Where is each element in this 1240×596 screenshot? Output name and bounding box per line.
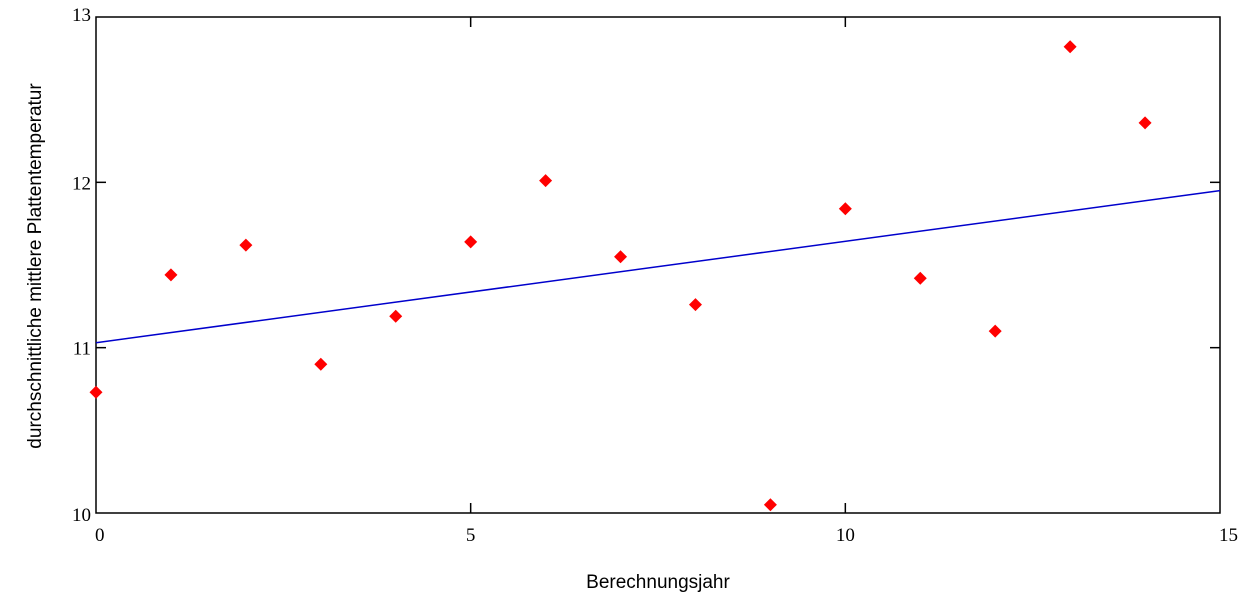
y-axis-title: durchschnittliche mittlere Plattentemper… <box>25 83 46 449</box>
data-point <box>1063 40 1077 54</box>
data-point <box>464 235 478 249</box>
data-point <box>89 385 103 399</box>
x-tick-label: 0 <box>95 525 105 546</box>
trend-line <box>95 189 1221 344</box>
data-point <box>838 202 852 216</box>
x-tick-label: 5 <box>466 525 476 546</box>
data-point <box>1138 116 1152 130</box>
y-tick-label: 11 <box>73 339 91 360</box>
plot-frame <box>95 16 1221 514</box>
data-point <box>389 309 403 323</box>
x-tick-label: 15 <box>1219 525 1238 546</box>
data-point <box>239 238 253 252</box>
x-tick-label: 10 <box>836 525 855 546</box>
tick-labels: 0 5 10 15 10 11 12 13 <box>72 5 1238 546</box>
y-tick-label: 13 <box>72 5 91 26</box>
data-point <box>913 271 927 285</box>
axis-ticks <box>96 17 1220 513</box>
data-point <box>988 324 1002 338</box>
y-tick-label: 12 <box>72 173 91 194</box>
data-point <box>688 298 702 312</box>
data-point <box>614 250 628 264</box>
data-point <box>539 174 553 188</box>
x-axis-title: Berechnungsjahr <box>586 572 730 593</box>
y-tick-label: 10 <box>72 505 91 526</box>
data-points <box>89 40 1152 512</box>
data-point <box>314 357 328 371</box>
data-point <box>164 268 178 282</box>
data-point <box>763 498 777 512</box>
